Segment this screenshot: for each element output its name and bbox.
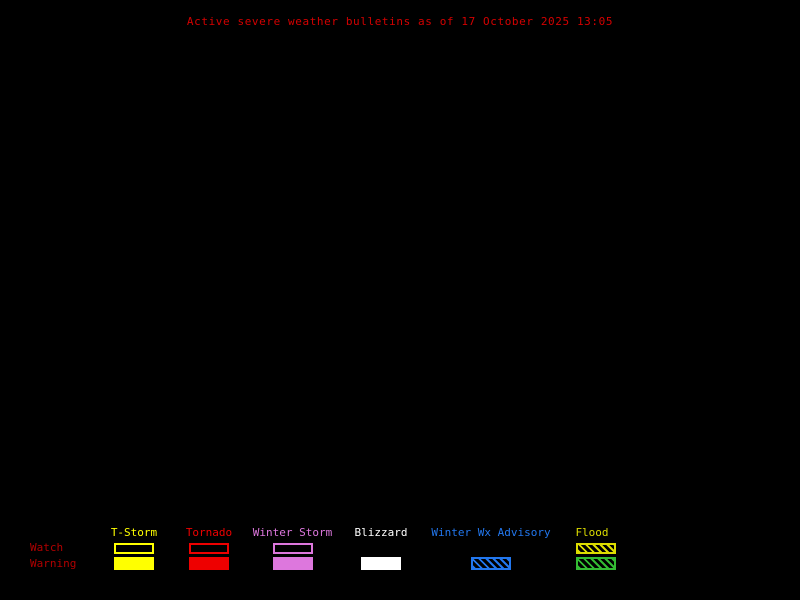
legend-row-label-warning: Warning (30, 557, 77, 570)
legend-swatch-flood-warning (576, 557, 616, 570)
legend-swatch-tornado-warning (189, 557, 229, 570)
title-bar: Active severe weather bulletins as of 17… (0, 10, 800, 29)
map-canvas[interactable] (0, 28, 800, 523)
legend-column-label-winter-storm: Winter Storm (252, 526, 333, 539)
legend-swatch-winter-wx-advisory-warning (471, 557, 511, 570)
legend-swatch-tstorm-watch (114, 543, 154, 554)
legend-swatch-winter-storm-watch (273, 543, 313, 554)
page-title: Active severe weather bulletins as of 17… (186, 15, 614, 28)
legend: Watch Warning T-Storm Tornado Winter Storm… (0, 523, 800, 600)
legend-swatch-tornado-watch (189, 543, 229, 554)
legend-swatch-winter-storm-warning (273, 557, 313, 570)
legend-column-label-tstorm: T-Storm (110, 526, 158, 539)
legend-column-label-flood: Flood (575, 526, 609, 539)
legend-swatch-blizzard-warning (361, 557, 401, 570)
legend-swatch-flood-watch (576, 543, 616, 554)
legend-column-label-blizzard: Blizzard (354, 526, 408, 539)
legend-swatch-tstorm-warning (114, 557, 154, 570)
legend-row-label-watch: Watch (30, 541, 64, 554)
legend-column-label-tornado: Tornado (185, 526, 233, 539)
legend-column-label-winter-wx-advisory: Winter Wx Advisory (431, 526, 551, 539)
